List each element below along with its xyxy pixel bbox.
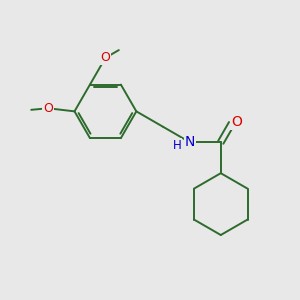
Text: N: N [185,135,195,149]
Text: O: O [100,51,110,64]
Text: H: H [172,139,181,152]
Text: O: O [231,115,242,129]
Text: O: O [43,102,53,115]
